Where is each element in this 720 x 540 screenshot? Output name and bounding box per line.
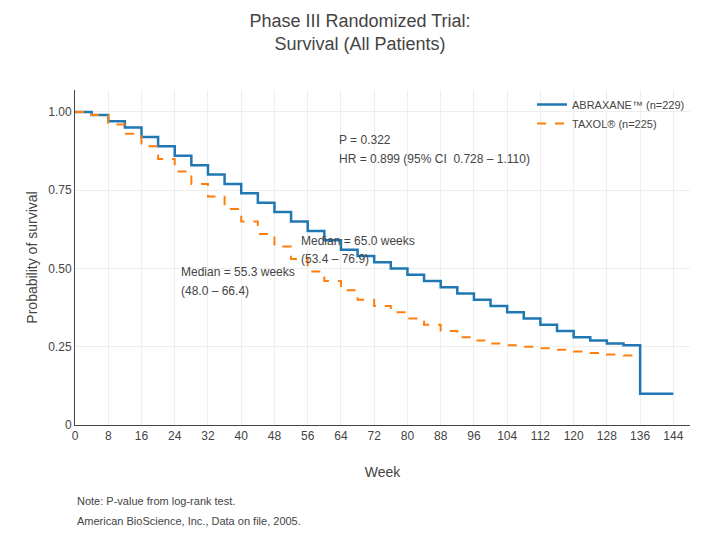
- svg-text:56: 56: [301, 429, 315, 443]
- svg-text:96: 96: [467, 429, 481, 443]
- svg-text:Probability of survival: Probability of survival: [24, 191, 40, 323]
- svg-text:(53.4 – 76.9): (53.4 – 76.9): [301, 252, 369, 266]
- svg-text:64: 64: [334, 429, 348, 443]
- svg-text:0.75: 0.75: [48, 183, 72, 197]
- svg-text:0: 0: [65, 418, 72, 432]
- svg-text:24: 24: [168, 429, 182, 443]
- svg-text:16: 16: [135, 429, 149, 443]
- svg-text:32: 32: [201, 429, 215, 443]
- svg-text:American BioScience, Inc., Dat: American BioScience, Inc., Data on file,…: [77, 515, 301, 527]
- svg-text:144: 144: [663, 429, 683, 443]
- svg-text:120: 120: [564, 429, 584, 443]
- svg-text:112: 112: [531, 429, 550, 443]
- svg-text:136: 136: [630, 429, 650, 443]
- svg-text:128: 128: [597, 429, 617, 443]
- svg-text:Median = 65.0 weeks: Median = 65.0 weeks: [301, 234, 415, 248]
- svg-text:40: 40: [235, 429, 249, 443]
- svg-text:0: 0: [72, 429, 79, 443]
- svg-text:ABRAXANE™ (n=229): ABRAXANE™ (n=229): [572, 99, 684, 111]
- svg-text:HR = 0.899 (95% CI 0.728 – 1.: HR = 0.899 (95% CI 0.728 – 1.110): [339, 152, 530, 166]
- svg-text:48: 48: [268, 429, 282, 443]
- svg-text:0.50: 0.50: [48, 262, 72, 276]
- svg-text:0.25: 0.25: [48, 340, 72, 354]
- svg-text:8: 8: [105, 429, 112, 443]
- svg-text:80: 80: [401, 429, 415, 443]
- svg-text:Phase III Randomized Trial:Sur: Phase III Randomized Trial:Survival (All…: [249, 11, 470, 54]
- svg-text:(48.0 – 66.4): (48.0 – 66.4): [181, 284, 249, 298]
- svg-text:P = 0.322: P = 0.322: [339, 133, 391, 147]
- svg-text:72: 72: [368, 429, 382, 443]
- svg-text:88: 88: [434, 429, 448, 443]
- svg-text:1.00: 1.00: [48, 105, 72, 119]
- svg-text:104: 104: [497, 429, 517, 443]
- svg-text:Note: P-value from log-rank te: Note: P-value from log-rank test.: [77, 495, 235, 507]
- svg-text:TAXOL® (n=225): TAXOL® (n=225): [572, 118, 657, 130]
- svg-text:Week: Week: [365, 464, 402, 480]
- svg-text:Median = 55.3 weeks: Median = 55.3 weeks: [181, 265, 295, 279]
